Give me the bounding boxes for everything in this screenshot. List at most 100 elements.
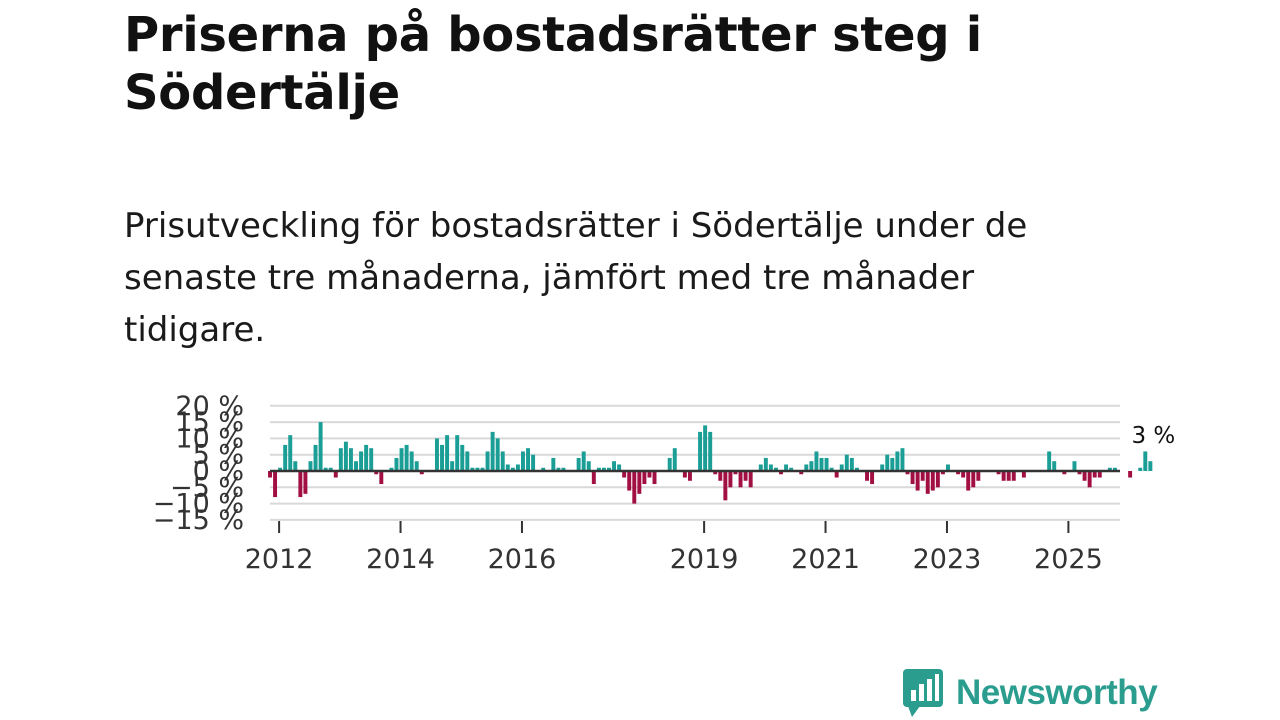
y-tick-label: 20 % [175, 391, 244, 422]
bar [338, 448, 343, 471]
bar [895, 451, 900, 471]
bar [607, 467, 611, 471]
bar [900, 448, 905, 471]
x-tick-label: 2014 [366, 544, 435, 575]
y-tick-label: −15 % [153, 505, 244, 536]
bar [440, 444, 444, 471]
x-tick-label: 2023 [913, 544, 982, 575]
bar [490, 431, 495, 471]
bar [1077, 471, 1082, 475]
bar [308, 461, 313, 471]
bar [313, 444, 318, 471]
bar [354, 461, 358, 471]
bar [819, 457, 824, 471]
bar [404, 444, 409, 471]
y-tick-label: 0 % [193, 456, 244, 487]
bar [323, 467, 328, 471]
newsworthy-logo-icon [903, 669, 943, 717]
bar [946, 464, 950, 471]
bar [414, 461, 419, 471]
bar [824, 457, 829, 471]
bar [768, 464, 773, 471]
y-tick-label: 10 % [175, 423, 244, 454]
bar [409, 451, 414, 471]
bar [379, 471, 384, 485]
bars [268, 422, 1153, 504]
bar [556, 467, 561, 471]
bar [1107, 467, 1112, 471]
bar [460, 444, 465, 471]
bar [399, 448, 404, 471]
bar [364, 444, 369, 471]
bar [515, 464, 520, 471]
bar [541, 467, 546, 471]
bar [743, 471, 748, 481]
bar [799, 471, 804, 475]
bar [551, 457, 556, 471]
bar [996, 471, 1001, 475]
bar [758, 464, 763, 471]
bar [723, 471, 728, 501]
bar [343, 441, 348, 471]
chart-subtitle: Prisutveckling för bostadsrätter i Söder… [124, 206, 1028, 350]
bar [971, 471, 976, 488]
bar [1006, 471, 1011, 481]
bar [627, 471, 632, 491]
bar [1052, 461, 1057, 471]
bar [804, 464, 809, 471]
bar [622, 471, 627, 478]
bar [283, 444, 288, 471]
price-change-chart: −15 %−10 %−5 %0 %5 %10 %15 %20 % 2012 201… [153, 391, 1176, 575]
bar [885, 454, 890, 471]
bar [389, 467, 394, 471]
bar [521, 451, 525, 471]
bar [682, 471, 687, 478]
bar [596, 467, 601, 471]
bar [849, 457, 854, 471]
bar [328, 467, 333, 471]
bar [784, 464, 789, 471]
bar [713, 471, 718, 475]
bar [647, 471, 652, 478]
bar [687, 471, 692, 481]
bar [829, 467, 834, 471]
bar [1011, 471, 1016, 481]
bar [419, 471, 424, 475]
bar [637, 471, 642, 494]
bar [834, 471, 839, 478]
bar [1062, 471, 1067, 475]
bar [920, 471, 925, 481]
bar [293, 461, 298, 471]
bar [672, 448, 677, 471]
bar [870, 471, 875, 485]
bar [935, 471, 940, 488]
bar [905, 471, 910, 475]
bar [318, 422, 323, 471]
bar [1047, 451, 1052, 471]
bar [930, 471, 935, 491]
y-tick-label: 15 % [175, 407, 244, 438]
newsworthy-logo: Newsworthy [902, 668, 1158, 718]
bar [809, 461, 814, 471]
bar [910, 471, 915, 485]
bar [531, 454, 536, 471]
bar [940, 471, 945, 475]
bar [465, 451, 470, 471]
x-tick-label: 2019 [670, 544, 739, 575]
bar [1128, 471, 1133, 478]
bar [394, 457, 399, 471]
bar [814, 451, 819, 471]
bar [561, 467, 566, 471]
bar [374, 471, 379, 475]
bar [581, 451, 586, 471]
bar [890, 457, 895, 471]
bar [667, 457, 672, 471]
bar [652, 471, 657, 485]
bar [298, 471, 303, 498]
bar [708, 431, 713, 471]
bar [642, 471, 647, 485]
bar [485, 451, 490, 471]
bar [733, 471, 738, 475]
x-tick-label: 2012 [245, 544, 314, 575]
bar [480, 467, 485, 471]
